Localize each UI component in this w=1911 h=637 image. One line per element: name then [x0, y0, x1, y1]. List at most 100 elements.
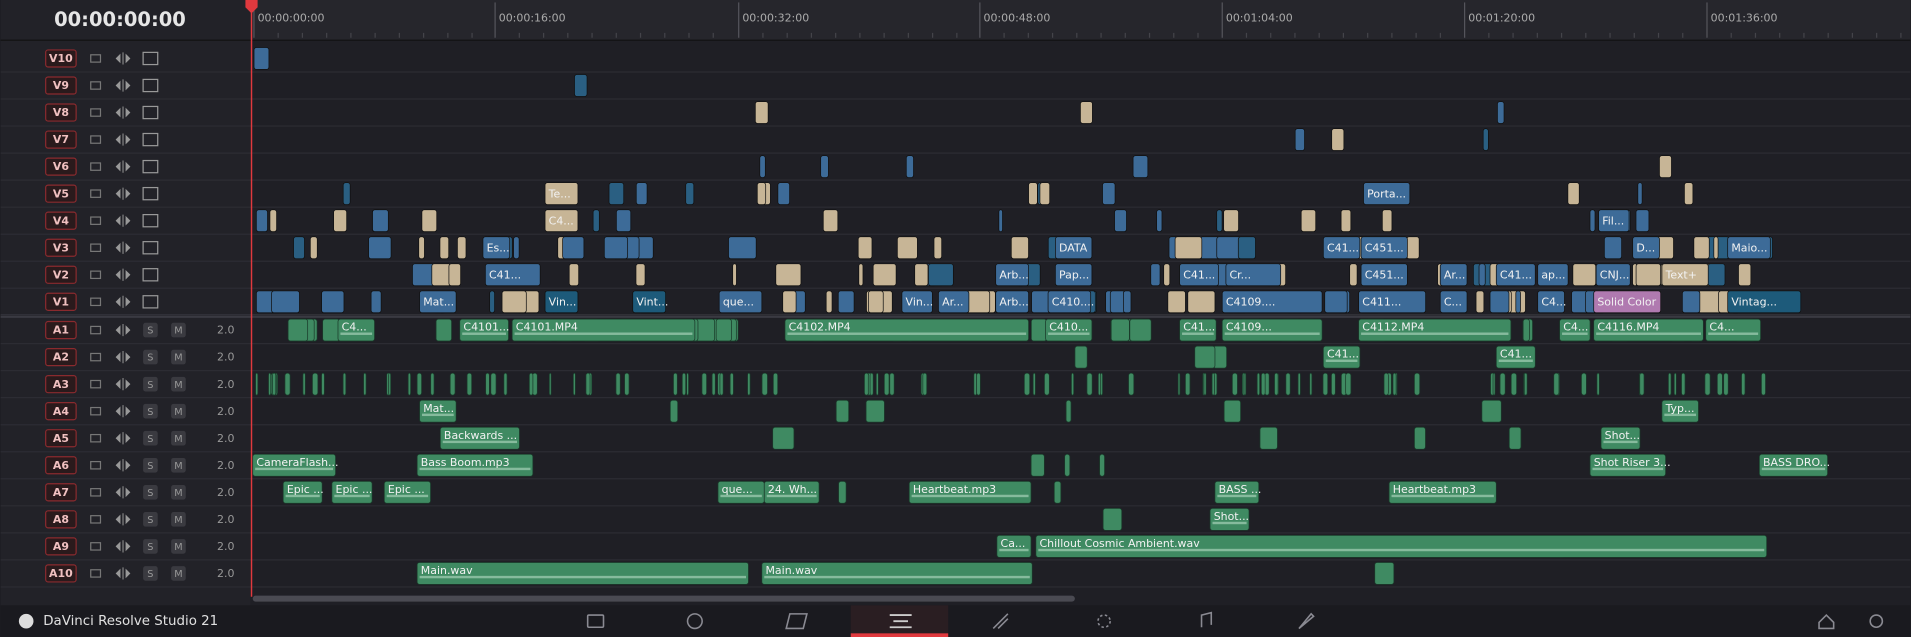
audio-clip[interactable] — [1209, 508, 1250, 531]
solo-button[interactable] — [143, 512, 158, 527]
fusion-tab-button[interactable] — [785, 613, 808, 630]
video-clip[interactable] — [544, 290, 579, 314]
auto-select-button[interactable] — [115, 459, 131, 472]
video-clip[interactable] — [1055, 236, 1093, 260]
video-clip[interactable] — [1047, 290, 1092, 314]
audio-clip[interactable] — [416, 453, 534, 477]
audio-clip[interactable] — [1179, 318, 1217, 342]
mute-button[interactable] — [171, 430, 186, 446]
mute-button[interactable] — [171, 512, 186, 527]
video-clip[interactable] — [1661, 263, 1709, 287]
video-clip[interactable] — [718, 290, 763, 314]
auto-select-button[interactable] — [115, 106, 131, 119]
audio-clip[interactable] — [784, 318, 1029, 342]
video-clip[interactable] — [484, 263, 541, 287]
mute-button[interactable] — [171, 322, 186, 338]
track-visibility-button[interactable] — [142, 159, 159, 174]
track-visibility-button[interactable] — [142, 213, 159, 228]
video-clip[interactable] — [1537, 263, 1569, 287]
mute-button[interactable] — [171, 349, 186, 365]
lock-button[interactable] — [90, 379, 102, 389]
audio-clip[interactable] — [908, 480, 1032, 504]
audio-clip[interactable] — [282, 480, 323, 504]
lock-button[interactable] — [90, 108, 102, 117]
deliver-page-button[interactable] — [1298, 612, 1315, 630]
solo-button[interactable] — [143, 430, 158, 446]
lock-button[interactable] — [90, 81, 102, 90]
lock-button[interactable] — [90, 515, 102, 524]
lock-button[interactable] — [90, 189, 102, 198]
lock-button[interactable] — [90, 216, 102, 225]
lock-button[interactable] — [90, 54, 102, 63]
audio-clip[interactable] — [337, 318, 375, 342]
video-clip[interactable] — [1363, 182, 1411, 205]
video-clip[interactable] — [1221, 290, 1323, 314]
video-clip[interactable] — [632, 290, 666, 314]
mute-button[interactable] — [171, 539, 186, 554]
playhead-handle[interactable] — [245, 0, 258, 14]
lock-button[interactable] — [90, 135, 102, 144]
video-clip[interactable] — [1537, 290, 1565, 314]
audio-clip[interactable] — [1559, 318, 1591, 342]
auto-select-button[interactable] — [115, 52, 131, 65]
audio-clip[interactable] — [511, 318, 696, 342]
audio-clip[interactable] — [1221, 318, 1323, 342]
lock-button[interactable] — [90, 488, 102, 497]
audio-clip[interactable] — [1600, 426, 1641, 450]
auto-select-button[interactable] — [115, 351, 131, 364]
video-clip[interactable] — [1358, 290, 1427, 314]
track-visibility-button[interactable] — [142, 241, 159, 255]
mute-button[interactable] — [171, 403, 186, 419]
solo-button[interactable] — [143, 403, 158, 419]
auto-select-button[interactable] — [115, 214, 131, 227]
lock-button[interactable] — [90, 325, 102, 335]
audio-clip[interactable] — [1358, 318, 1512, 342]
audio-clip[interactable] — [459, 318, 509, 342]
video-clip[interactable] — [1439, 290, 1468, 314]
auto-select-button[interactable] — [115, 79, 131, 92]
track-visibility-button[interactable] — [142, 51, 159, 66]
mute-button[interactable] — [171, 457, 186, 473]
audio-clip[interactable] — [1661, 399, 1699, 423]
auto-select-button[interactable] — [115, 241, 131, 254]
audio-clip[interactable] — [1589, 453, 1666, 477]
video-clip[interactable] — [1179, 263, 1219, 287]
solo-button[interactable] — [143, 322, 158, 338]
auto-select-button[interactable] — [115, 160, 131, 173]
auto-select-button[interactable] — [115, 540, 131, 553]
audio-clip[interactable] — [331, 480, 373, 504]
audio-clip[interactable] — [1322, 345, 1361, 369]
video-clip[interactable] — [1593, 290, 1662, 314]
auto-select-button[interactable] — [115, 486, 131, 499]
video-clip[interactable] — [1598, 209, 1630, 233]
lock-button[interactable] — [90, 243, 102, 252]
mute-button[interactable] — [171, 484, 186, 500]
mute-button[interactable] — [171, 566, 186, 581]
solo-button[interactable] — [143, 349, 158, 365]
video-clip[interactable] — [1495, 263, 1536, 287]
lock-button[interactable] — [90, 406, 102, 416]
lock-button[interactable] — [90, 162, 102, 171]
video-clip[interactable] — [1439, 263, 1468, 287]
video-clip[interactable] — [482, 236, 511, 260]
audio-clip[interactable] — [383, 480, 431, 504]
auto-select-button[interactable] — [115, 133, 131, 146]
audio-clip[interactable] — [419, 399, 457, 423]
auto-select-button[interactable] — [115, 513, 131, 526]
audio-clip[interactable] — [1495, 345, 1536, 369]
lock-button[interactable] — [90, 270, 102, 280]
audio-clip[interactable] — [1214, 480, 1260, 504]
settings-button[interactable] — [1869, 614, 1884, 629]
audio-clip[interactable] — [252, 453, 336, 477]
video-clip[interactable] — [1727, 290, 1802, 314]
video-clip[interactable] — [1322, 236, 1361, 260]
lock-button[interactable] — [90, 433, 102, 443]
lock-button[interactable] — [90, 461, 102, 470]
audio-clip[interactable] — [416, 562, 749, 585]
video-clip[interactable] — [995, 263, 1029, 287]
lock-button[interactable] — [90, 352, 102, 362]
track-visibility-button[interactable] — [142, 105, 159, 120]
video-clip[interactable] — [995, 290, 1029, 314]
video-clip[interactable] — [1360, 236, 1408, 260]
video-clip[interactable] — [1727, 236, 1771, 260]
